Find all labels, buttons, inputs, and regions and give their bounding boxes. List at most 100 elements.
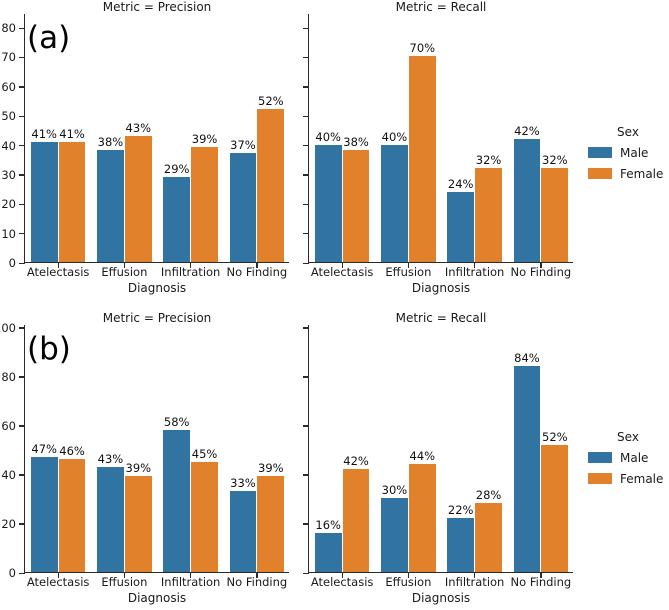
bar-value-label: 45% <box>191 446 218 461</box>
y-tick-label: 0 <box>8 566 16 580</box>
x-tick-mark <box>123 572 126 578</box>
y-tick-mark <box>303 474 309 476</box>
row-label-a: (a) <box>27 20 71 56</box>
row-label-b: (b) <box>27 331 71 367</box>
x-tick-mark <box>341 572 343 578</box>
x-tick-mark <box>190 572 192 578</box>
y-tick-mark <box>303 145 309 147</box>
bar-value-label: 39% <box>258 461 284 476</box>
legend-title: Sex <box>617 430 639 444</box>
y-tick-mark <box>303 327 309 329</box>
bar-female-no-finding <box>541 168 569 262</box>
y-tick-label: 60 <box>1 79 16 94</box>
x-tick-mark <box>474 572 476 578</box>
x-tick-mark <box>407 572 410 578</box>
panel-title: Metric = Precision <box>102 311 212 325</box>
male-color-swatch <box>588 147 612 158</box>
bar-female-no-finding <box>541 444 569 572</box>
bar-male-effusion <box>97 150 124 262</box>
x-tick-label: Effusion <box>101 265 148 279</box>
male-color-swatch <box>588 452 612 463</box>
panel-title: Metric = Precision <box>102 0 212 14</box>
x-tick-label: Atelectasis <box>310 265 374 279</box>
y-tick-label: 80 <box>1 369 16 384</box>
bar-value-label: 32% <box>475 153 502 168</box>
x-axis-label: Diagnosis <box>411 591 471 605</box>
y-tick-label: 20 <box>1 516 16 531</box>
legend-label-male: Male <box>620 450 649 465</box>
bar-male-atelectasis <box>30 141 58 262</box>
bar-value-label: 30% <box>381 483 408 498</box>
y-tick-label: 60 <box>1 418 16 433</box>
y-tick-mark <box>303 56 309 59</box>
legend-label-male: Male <box>620 145 649 160</box>
bar-male-infiltration <box>163 429 191 572</box>
bar-value-label: 43% <box>125 120 152 135</box>
x-tick-label: Effusion <box>385 265 432 279</box>
y-tick-mark <box>19 376 25 378</box>
x-tick-label: Infiltration <box>444 265 505 279</box>
x-tick-mark <box>540 262 542 268</box>
bar-value-label: 46% <box>59 444 85 459</box>
y-tick-label: 100 <box>0 320 16 335</box>
bar-value-label: 39% <box>125 461 152 476</box>
bar-male-effusion <box>97 466 124 572</box>
y-tick-label: 0 <box>8 256 16 270</box>
y-tick-mark <box>19 474 25 476</box>
bar-value-label: 38% <box>97 135 124 150</box>
bar-value-label: 52% <box>258 94 284 109</box>
y-tick-label: 50 <box>1 109 16 124</box>
bar-female-infiltration <box>191 461 218 572</box>
bar-female-no-finding <box>257 109 285 262</box>
bar-value-label: 41% <box>31 126 57 141</box>
panel-title: Metric = Recall <box>395 311 487 325</box>
bar-male-infiltration <box>163 176 191 262</box>
y-tick-label: 20 <box>1 197 16 212</box>
legend-entry-female: Female <box>588 468 668 489</box>
x-tick-mark <box>123 262 126 268</box>
y-tick-mark <box>303 376 309 378</box>
panel-title: Metric = Recall <box>395 0 487 14</box>
bar-female-no-finding <box>257 476 285 572</box>
panel-b-precision: Metric = Precision 0 20 40 60 80 100 47%46% Atel… <box>0 312 289 605</box>
bar-value-label: 58% <box>163 414 190 429</box>
x-tick-label: Atelectasis <box>310 575 374 589</box>
y-tick-mark <box>19 86 25 88</box>
bar-value-label: 32% <box>542 153 568 168</box>
legend-title: Sex <box>617 125 639 139</box>
bar-value-label: 43% <box>97 451 124 466</box>
x-tick-label: Atelectasis <box>26 575 90 589</box>
legend-entry-male: Male <box>588 142 668 163</box>
bar-male-atelectasis <box>314 532 342 572</box>
bar-value-label: 52% <box>542 429 568 444</box>
y-tick-mark <box>19 262 25 264</box>
y-tick-mark <box>19 115 25 117</box>
x-tick-label: Infiltration <box>160 575 221 589</box>
y-tick-label: 80 <box>1 21 16 36</box>
bar-value-label: 84% <box>514 351 540 366</box>
x-tick-label: No Finding <box>510 265 572 279</box>
legend-label-female: Female <box>620 166 664 181</box>
bar-value-label: 24% <box>447 176 474 191</box>
bar-male-no-finding <box>229 491 257 572</box>
bar-female-infiltration <box>475 503 502 572</box>
x-tick-mark <box>57 572 59 578</box>
bar-value-label: 37% <box>230 138 256 153</box>
x-tick-mark <box>341 262 343 268</box>
x-tick-mark <box>407 262 410 268</box>
bar-value-label: 39% <box>191 132 218 147</box>
x-axis-label: Diagnosis <box>127 591 187 605</box>
legend-entry-male: Male <box>588 447 668 468</box>
legend-label-female: Female <box>620 471 664 486</box>
y-tick-mark <box>303 115 309 117</box>
y-tick-mark <box>19 233 25 235</box>
bar-female-atelectasis <box>342 150 370 262</box>
y-tick-mark <box>303 233 309 235</box>
y-tick-mark <box>303 86 309 88</box>
bar-value-label: 22% <box>447 503 474 518</box>
bar-male-no-finding <box>513 366 541 572</box>
y-tick-mark <box>19 145 25 147</box>
bar-female-atelectasis <box>58 459 86 572</box>
bar-male-no-finding <box>229 153 257 262</box>
